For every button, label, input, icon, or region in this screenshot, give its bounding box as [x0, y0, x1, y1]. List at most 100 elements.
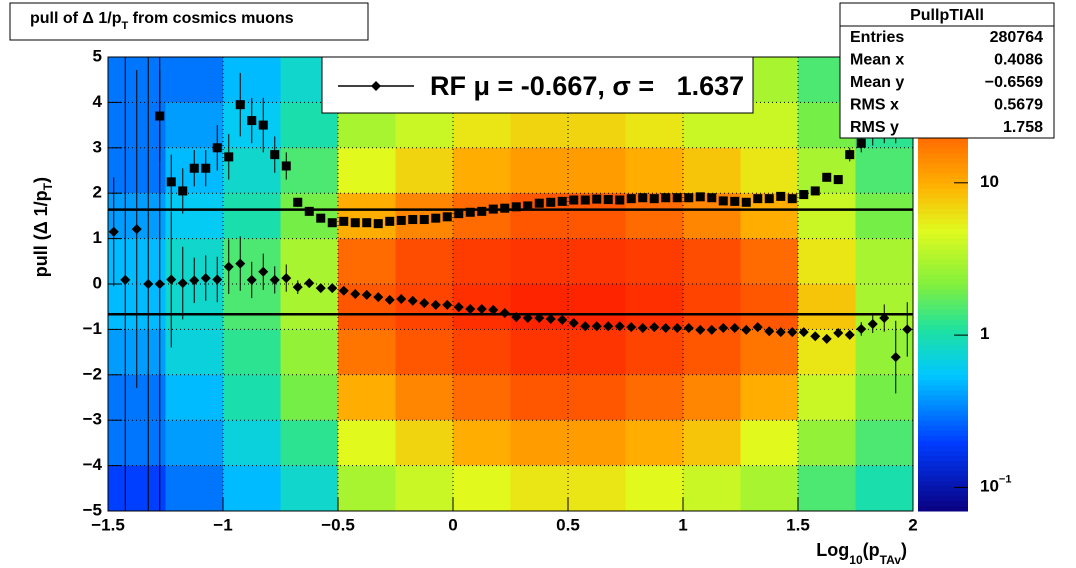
rms-point — [741, 197, 751, 207]
mean-point — [752, 322, 763, 333]
mean-point — [166, 274, 177, 285]
color-bar-band — [918, 284, 968, 290]
x-axis-label: Log10(pTAv) — [816, 540, 907, 567]
rms-point — [339, 216, 349, 226]
mean-point — [649, 322, 660, 333]
rms-point — [580, 195, 590, 205]
color-bar-band — [918, 243, 968, 250]
heat-cell — [223, 329, 281, 376]
mean-point — [189, 275, 200, 286]
heat-cell — [338, 329, 396, 376]
stats-key: Entries — [850, 29, 904, 46]
rms-point — [730, 196, 740, 206]
x-tick-label: 0.5 — [556, 515, 580, 534]
heat-cell — [625, 329, 684, 376]
mean-point — [442, 299, 453, 310]
color-bar-band — [918, 389, 968, 396]
rms-point — [776, 191, 786, 201]
color-bar-band — [918, 359, 968, 366]
heat-cell — [453, 374, 511, 421]
heat-cell — [338, 465, 396, 512]
color-bar-band — [918, 329, 968, 335]
xlabel-main: Log — [816, 540, 849, 560]
color-bar-band — [918, 400, 968, 406]
mean-point — [706, 324, 717, 335]
color-bar-band — [918, 183, 968, 189]
mean-point — [315, 283, 326, 294]
y-tick-label: 5 — [93, 46, 102, 65]
rms-point — [362, 218, 372, 228]
color-bar-band — [918, 349, 968, 356]
heat-cell — [683, 238, 741, 285]
mean-point — [476, 303, 487, 314]
color-bar-band — [918, 289, 968, 295]
heat-cell — [280, 329, 339, 376]
mean-point — [304, 278, 315, 289]
mean-point — [465, 303, 476, 314]
heat-cell — [395, 329, 454, 376]
heat-cell — [855, 147, 914, 194]
mean-point — [844, 329, 855, 340]
mean-point — [522, 313, 533, 324]
mean-point — [212, 274, 223, 285]
chart-title: pull of Δ 1/pT from cosmics muons — [30, 10, 294, 32]
color-bar-band — [918, 309, 968, 315]
y-tick-label: 0 — [93, 273, 102, 292]
heat-cell — [568, 329, 626, 376]
color-bar-band — [918, 178, 968, 184]
rms-point — [304, 206, 314, 216]
color-bar-band — [918, 208, 968, 214]
color-bar-band — [918, 500, 968, 507]
heat-cell — [855, 374, 914, 421]
rms-point — [419, 215, 429, 225]
heat-cell — [338, 374, 396, 421]
rms-point — [569, 195, 579, 205]
mean-point — [890, 352, 901, 363]
xlabel-sub2: TAv — [880, 553, 902, 567]
color-bar-band — [918, 405, 968, 411]
heat-cell — [280, 420, 339, 467]
rms-point — [327, 218, 337, 228]
mean-point — [154, 279, 165, 289]
color-bar-band — [918, 435, 968, 441]
rms-point — [293, 197, 303, 207]
rms-point — [649, 194, 659, 204]
x-tick-label: −0.5 — [321, 515, 355, 534]
color-bar-band — [918, 470, 968, 477]
mean-point — [902, 324, 913, 335]
mean-point — [660, 323, 671, 334]
rms-point — [511, 202, 521, 212]
y-tick-label: 2 — [93, 183, 102, 202]
stats-key: RMS x — [850, 97, 899, 114]
rms-point — [385, 216, 395, 226]
mean-point — [177, 278, 188, 289]
legend-pre: RF — [430, 71, 474, 101]
color-bar-band — [918, 455, 968, 462]
heat-cell — [395, 420, 454, 467]
rms-point — [477, 206, 487, 216]
heat-cell — [568, 238, 626, 285]
rms-point — [603, 195, 613, 205]
color-bar-band — [918, 354, 968, 361]
heat-cell — [280, 465, 339, 512]
heat-cell — [338, 238, 396, 285]
mean-point — [545, 313, 556, 324]
z-tick-base: 1 — [980, 325, 989, 344]
heat-cell — [798, 193, 856, 240]
color-bar-band — [918, 142, 968, 149]
mean-point — [729, 323, 740, 334]
rms-point — [592, 194, 602, 204]
rms-point — [442, 212, 452, 222]
rms-point — [753, 194, 763, 204]
z-tick-base: 10 — [980, 172, 999, 191]
x-tick-label: 1.5 — [786, 515, 810, 534]
mean-point — [833, 328, 844, 339]
y-tick-label: −2 — [83, 364, 102, 383]
color-bar-band — [918, 188, 968, 194]
heat-cell — [510, 147, 569, 194]
color-bar-band — [918, 228, 968, 235]
rms-point — [155, 111, 165, 121]
color-bar-band — [918, 420, 968, 426]
ylabel-rest: ) — [31, 177, 51, 183]
mean-point — [741, 324, 752, 335]
